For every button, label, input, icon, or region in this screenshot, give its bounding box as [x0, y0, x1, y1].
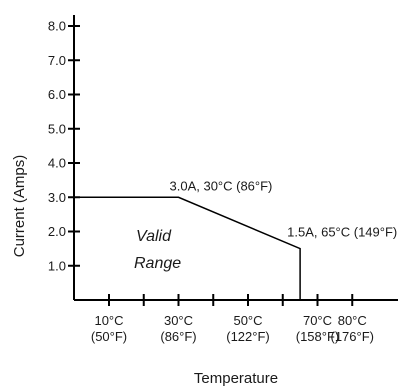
region-label-line-2: Range — [134, 255, 181, 272]
x-tick-label: 50°C — [233, 313, 262, 328]
x-tick-label-f: (122°F) — [226, 329, 270, 344]
y-tick-label: 4.0 — [48, 156, 66, 171]
y-tick-label: 8.0 — [48, 19, 66, 34]
axes — [73, 15, 398, 301]
series-line — [74, 196, 301, 300]
y-tick-label: 5.0 — [48, 121, 66, 136]
annotations: 3.0A, 30°C (86°F) 1.5A, 65°C (149°F) — [170, 178, 398, 239]
y-tick-label: 1.0 — [48, 258, 66, 273]
tick-labels: 1.0 2.0 3.0 4.0 5.0 6.0 7.0 8.0 10°C(50°F) 30°C(8… — [48, 19, 374, 345]
y-tick-label: 6.0 — [48, 87, 66, 102]
region-label-line-1: Valid — [136, 228, 172, 245]
x-tick-label-f: (176°F) — [331, 329, 375, 344]
x-tick-label: 80°C — [338, 313, 367, 328]
annotation-endpoint: 1.5A, 65°C (149°F) — [287, 225, 397, 240]
y-tick-label: 3.0 — [48, 190, 66, 205]
x-tick-label-f: (158°F) — [296, 329, 340, 344]
axis-ticks — [68, 25, 354, 306]
x-tick-label: 30°C — [164, 313, 193, 328]
x-tick-label: 10°C — [94, 313, 123, 328]
x-tick-label: 70°C — [303, 313, 332, 328]
series-group — [74, 196, 301, 300]
y-tick-label: 2.0 — [48, 224, 66, 239]
x-axis-title: Temperature — [194, 370, 278, 387]
y-tick-label: 7.0 — [48, 53, 66, 68]
y-axis-title: Current (Amps) — [11, 155, 28, 258]
annotation-knee: 3.0A, 30°C (86°F) — [170, 178, 273, 193]
x-tick-label-f: (86°F) — [160, 329, 196, 344]
x-tick-label-f: (50°F) — [91, 329, 127, 344]
